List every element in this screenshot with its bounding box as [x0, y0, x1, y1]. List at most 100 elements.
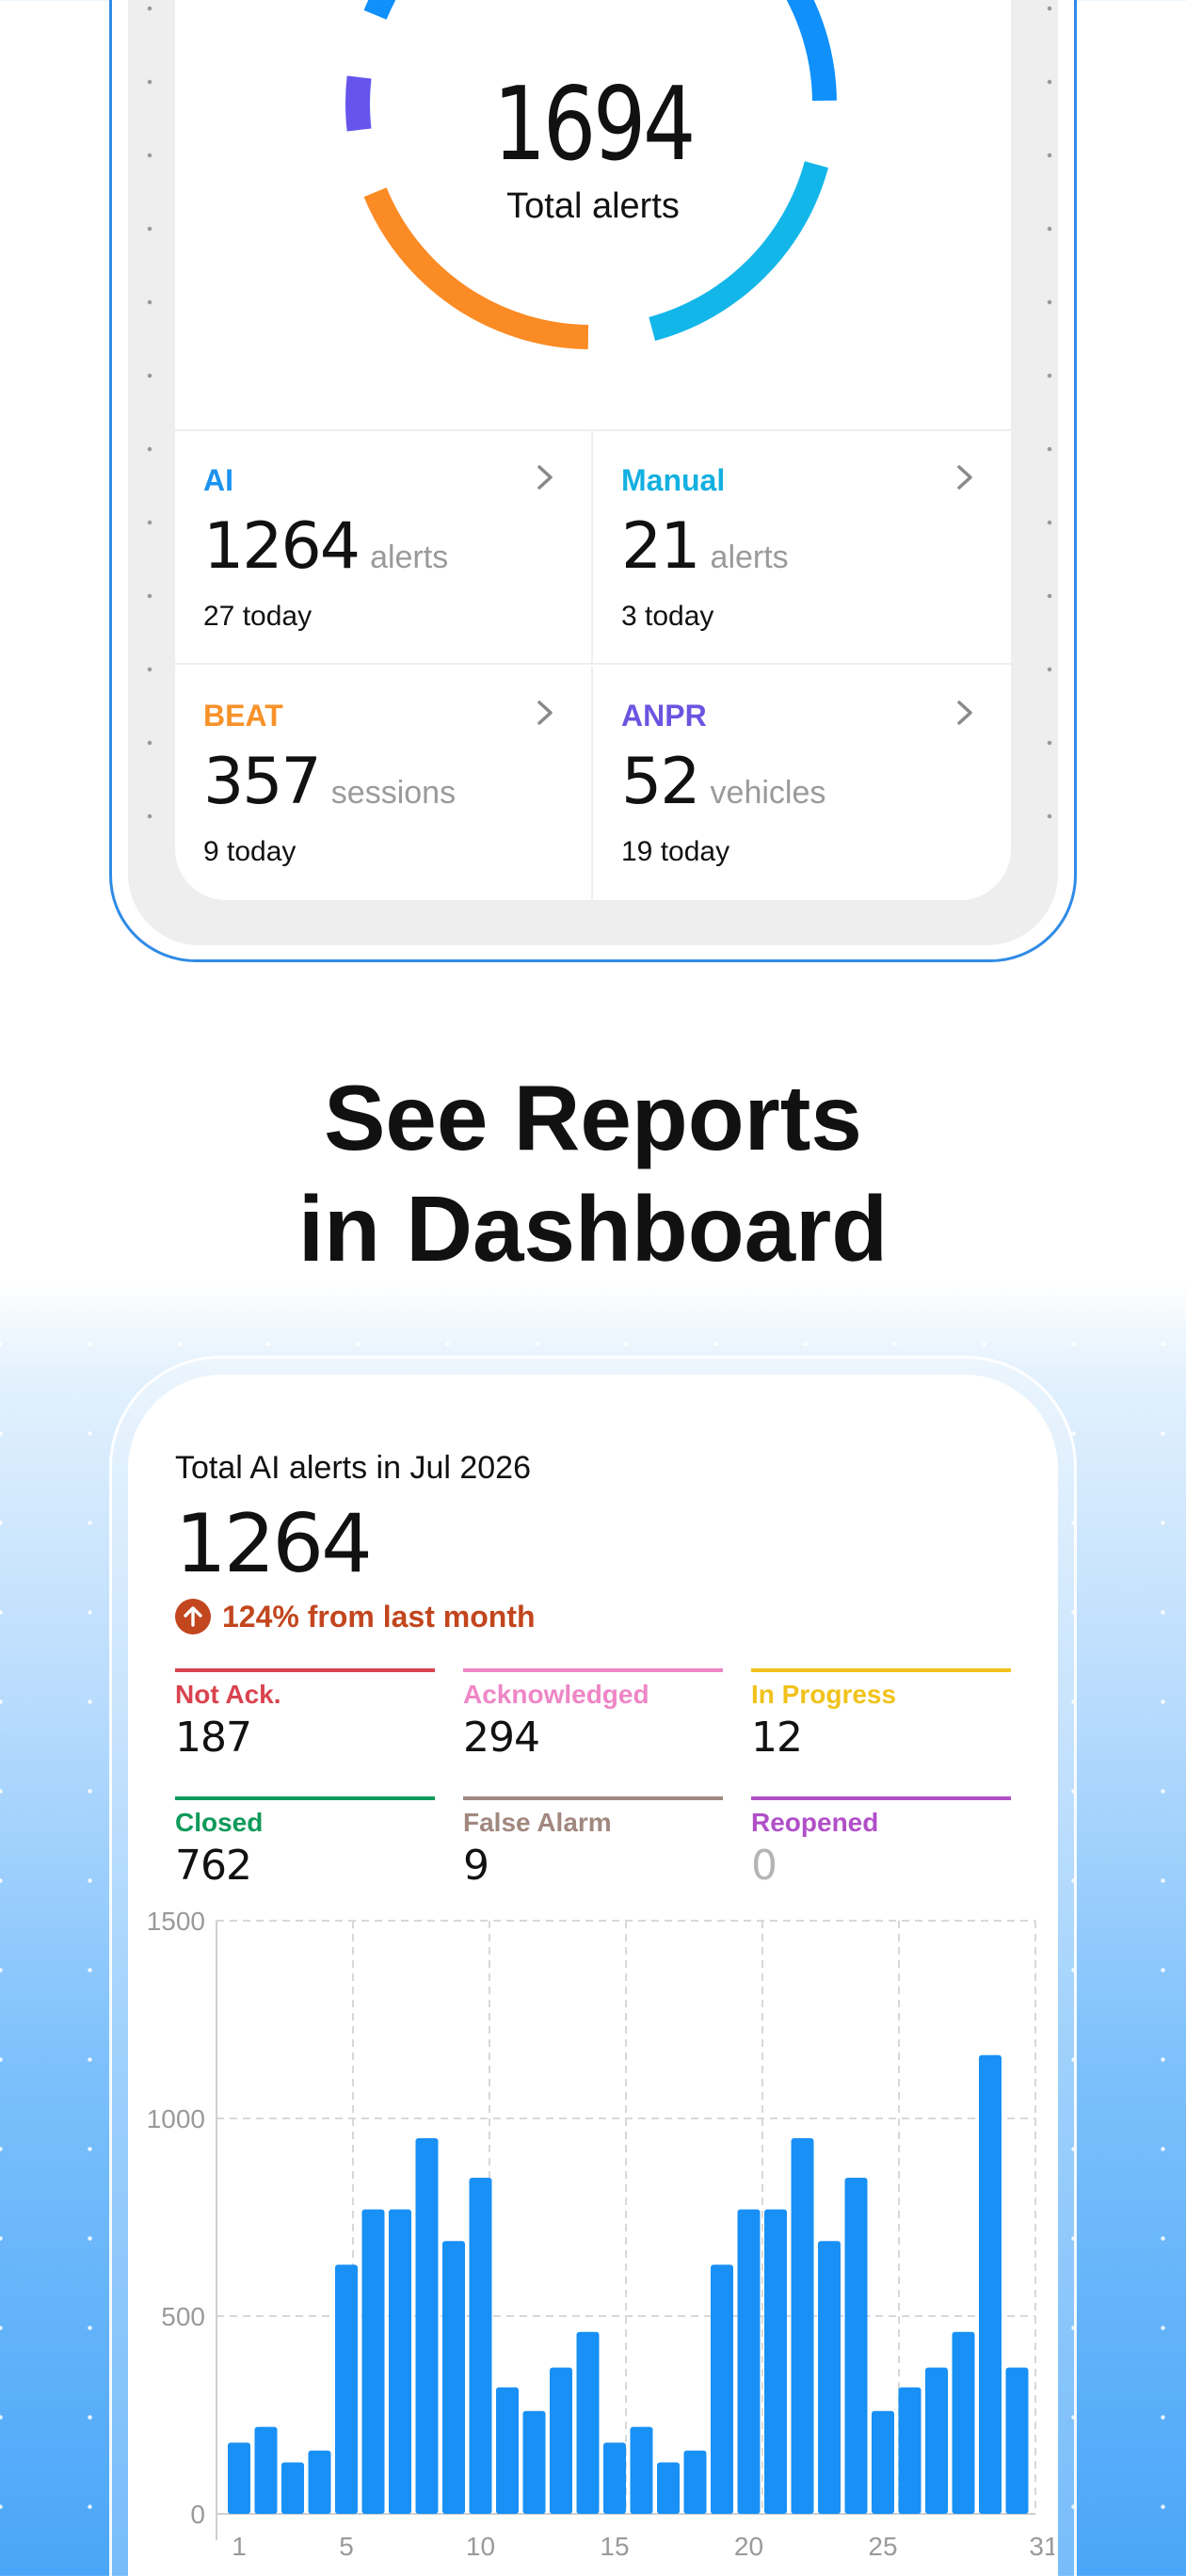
- donut-segment-ai: [363, 0, 837, 102]
- alert-category-grid: AI 1264 alerts 27 today Manual 21 alerts…: [175, 429, 1011, 900]
- category-unit: alerts: [370, 539, 449, 575]
- category-card-manual[interactable]: Manual 21 alerts 3 today: [593, 431, 1011, 665]
- donut-segment-anpr: [345, 75, 372, 132]
- category-card-ai[interactable]: AI 1264 alerts 27 today: [175, 431, 593, 665]
- donut-segment-manual: [649, 161, 828, 341]
- category-value: 1264: [203, 509, 361, 584]
- category-value: 21: [621, 509, 701, 584]
- report-change-text: 124% from last month: [222, 1599, 536, 1634]
- x-tick-label: 15: [600, 2532, 629, 2561]
- bar-day-28: [952, 2331, 975, 2514]
- bar-day-30: [1005, 2367, 1029, 2514]
- category-card-anpr[interactable]: ANPR 52 vehicles 19 today: [593, 667, 1011, 900]
- status-label: False Alarm: [463, 1808, 612, 1837]
- phone-side-dots-right: [1035, 0, 1064, 829]
- x-tick-label: 20: [734, 2532, 763, 2561]
- report-total-value: 1264: [175, 1497, 373, 1591]
- category-unit: sessions: [330, 775, 457, 811]
- status-value: 762: [175, 1842, 252, 1890]
- bar-day-11: [496, 2387, 519, 2514]
- x-tick-label: 31: [1029, 2532, 1054, 2561]
- status-label: Acknowledged: [463, 1680, 649, 1709]
- promo-heading-line-1: See Reports: [324, 1066, 862, 1169]
- status-label: In Progress: [751, 1680, 897, 1709]
- y-tick-label: 1000: [147, 2104, 205, 2133]
- status-false-alarm[interactable]: False Alarm 9: [463, 1796, 723, 1890]
- x-tick-label: 25: [868, 2532, 897, 2561]
- category-name: Manual: [621, 463, 726, 497]
- bar-day-10: [469, 2178, 492, 2514]
- category-name: ANPR: [621, 699, 707, 733]
- status-value: 12: [751, 1714, 803, 1762]
- status-closed[interactable]: Closed 762: [175, 1796, 435, 1890]
- category-unit: alerts: [710, 539, 789, 575]
- arrow-up-circle-icon: [175, 1599, 211, 1634]
- status-label: Closed: [175, 1808, 264, 1837]
- category-card-beat[interactable]: BEAT 357 sessions 9 today: [175, 667, 593, 900]
- bar-day-26: [898, 2387, 922, 2514]
- bar-day-25: [872, 2410, 894, 2514]
- bar-day-6: [361, 2209, 385, 2514]
- report-change: 124% from last month: [175, 1599, 536, 1634]
- promo-heading: See Reports in Dashboard: [0, 1062, 1186, 1284]
- chevron-right-icon: [957, 700, 972, 725]
- status-in-progress[interactable]: In Progress 12: [751, 1668, 1011, 1762]
- status-label: Reopened: [751, 1808, 879, 1837]
- bar-day-16: [630, 2426, 653, 2514]
- category-name: AI: [203, 463, 233, 497]
- bar-day-4: [308, 2450, 331, 2514]
- category-value: 357: [203, 745, 322, 819]
- category-value: 52: [621, 745, 701, 819]
- total-alerts-value: 1694: [492, 66, 697, 184]
- report-title: Total AI alerts in Jul 2026: [175, 1450, 532, 1486]
- status-label: Not Ack.: [175, 1680, 281, 1709]
- category-unit: vehicles: [710, 775, 826, 811]
- bar-day-22: [791, 2138, 814, 2514]
- bar-day-2: [254, 2426, 278, 2514]
- y-tick-label: 500: [161, 2302, 205, 2331]
- chevron-right-icon: [957, 465, 972, 490]
- bar-day-12: [522, 2410, 546, 2514]
- bar-day-5: [335, 2264, 358, 2514]
- y-tick-label: 0: [190, 2500, 205, 2529]
- bar-day-19: [711, 2264, 733, 2514]
- bar-day-15: [603, 2442, 626, 2514]
- bar-day-1: [228, 2442, 250, 2514]
- category-today: 9 today: [203, 836, 296, 867]
- category-today: 3 today: [621, 601, 714, 632]
- bar-day-3: [281, 2462, 304, 2514]
- x-tick-label: 1: [232, 2532, 247, 2561]
- bar-day-27: [925, 2367, 948, 2514]
- bar-day-18: [683, 2450, 707, 2514]
- category-name: BEAT: [203, 699, 283, 733]
- bar-day-17: [657, 2462, 680, 2514]
- x-tick-label: 5: [339, 2532, 354, 2561]
- bar-day-20: [737, 2209, 761, 2514]
- alerts-summary-card: 1694 Total alerts AI 1264 alerts 27 toda…: [175, 0, 1011, 900]
- status-acknowledged[interactable]: Acknowledged 294: [463, 1668, 723, 1762]
- phone-side-dots-left: [136, 0, 164, 829]
- bar-day-21: [764, 2209, 787, 2514]
- status-reopened[interactable]: Reopened 0: [751, 1796, 1011, 1890]
- x-tick-label: 10: [466, 2532, 495, 2561]
- bar-day-7: [389, 2209, 411, 2514]
- status-value: 187: [175, 1714, 252, 1762]
- chevron-right-icon: [537, 700, 553, 725]
- bar-day-13: [550, 2367, 572, 2514]
- donut-segment-beat: [363, 187, 589, 349]
- bar-day-9: [442, 2241, 465, 2514]
- bar-day-14: [576, 2331, 600, 2514]
- total-alerts-caption: Total alerts: [506, 186, 680, 226]
- status-not-ack[interactable]: Not Ack. 187: [175, 1668, 435, 1762]
- bar-day-24: [844, 2178, 868, 2514]
- promo-heading-line-2: in Dashboard: [297, 1177, 889, 1280]
- y-tick-label: 1500: [147, 1907, 205, 1936]
- category-today: 27 today: [203, 601, 313, 632]
- status-value: 9: [463, 1842, 489, 1890]
- status-value: 294: [463, 1714, 540, 1762]
- bar-day-8: [415, 2138, 439, 2514]
- bar-day-23: [818, 2241, 841, 2514]
- status-value: 0: [751, 1842, 777, 1890]
- category-today: 19 today: [621, 836, 730, 867]
